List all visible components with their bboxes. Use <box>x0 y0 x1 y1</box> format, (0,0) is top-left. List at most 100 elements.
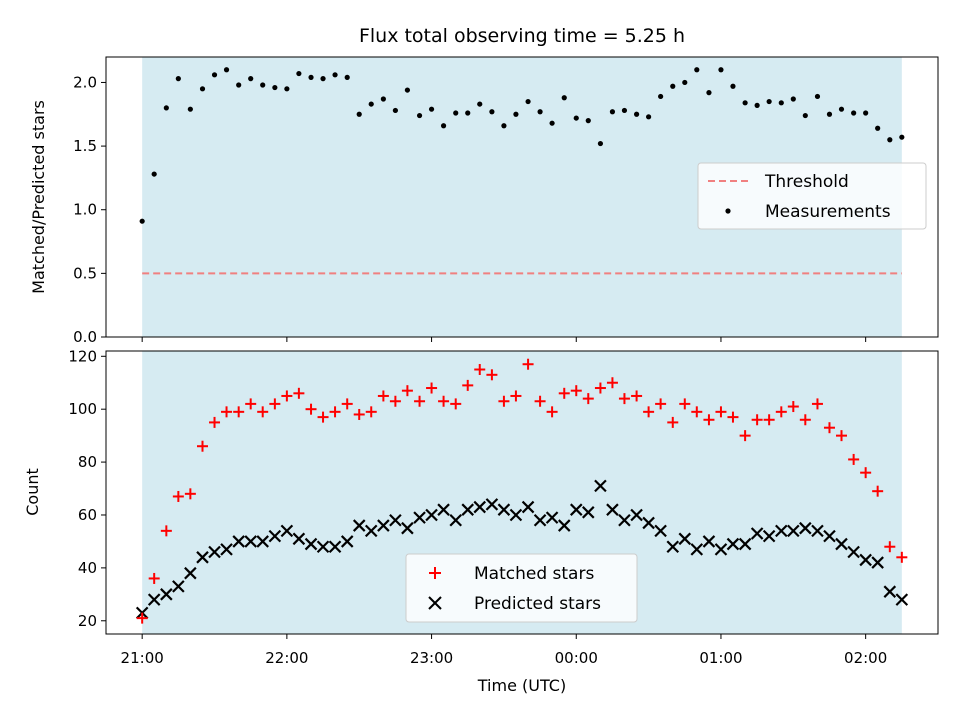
predicted-star-point <box>581 506 595 519</box>
matched-star-point <box>377 390 389 402</box>
predicted-star-point <box>160 588 173 601</box>
ratio-y-tick-label: 0.5 <box>73 264 97 282</box>
matched-star-point <box>775 406 787 418</box>
predicted-star-point <box>292 532 306 546</box>
predicted-star-point <box>678 532 692 546</box>
predicted-star-point <box>799 521 812 535</box>
ratio-y-tick-label: 0.0 <box>73 328 97 346</box>
measurement-point <box>465 110 471 116</box>
count-y-tick-label: 60 <box>78 506 97 524</box>
matched-star-point <box>317 411 329 423</box>
predicted-star-point <box>642 516 655 530</box>
matched-star-point <box>209 416 221 428</box>
legend-measurements-swatch <box>725 208 731 214</box>
matched-star-point <box>184 488 196 500</box>
measurement-point <box>392 107 398 114</box>
matched-star-point <box>148 572 160 584</box>
predicted-star-point <box>630 508 643 522</box>
predicted-star-point <box>461 503 475 516</box>
measurement-point <box>332 72 338 78</box>
ratio-y-tick-label: 2.0 <box>73 73 97 91</box>
matched-star-point <box>751 414 763 426</box>
measurement-point <box>284 86 290 92</box>
predicted-star-point <box>787 524 800 538</box>
matched-star-point <box>522 358 534 370</box>
count-y-tick-label: 80 <box>78 453 97 471</box>
measurement-point <box>525 98 531 105</box>
measurement-point <box>513 111 519 117</box>
predicted-star-point <box>738 537 752 551</box>
measurement-point <box>489 109 495 115</box>
measurement-point <box>272 84 278 91</box>
predicted-star-point <box>316 540 330 553</box>
legend-measurements-label: Measurements <box>765 202 891 222</box>
measurement-point <box>826 111 833 117</box>
matched-star-point <box>498 395 510 407</box>
measurement-point <box>223 67 230 73</box>
matched-star-point <box>884 541 896 553</box>
matched-star-point <box>896 551 908 563</box>
predicted-star-point <box>340 535 354 548</box>
predicted-star-point <box>220 543 233 556</box>
ratio-y-tick-label: 1.5 <box>73 137 97 155</box>
measurement-point <box>356 111 362 117</box>
measurement-point <box>501 123 507 129</box>
measurement-point <box>718 67 724 73</box>
matched-star-point <box>136 612 148 624</box>
matched-star-point <box>510 390 522 402</box>
predicted-star-point <box>545 511 559 524</box>
predicted-star-point <box>509 508 523 522</box>
matched-star-point <box>293 387 305 399</box>
measurement-point <box>790 96 796 102</box>
predicted-star-point <box>256 535 269 548</box>
predicted-star-point <box>702 535 716 548</box>
measurement-point <box>863 110 869 116</box>
matched-star-point <box>389 395 401 407</box>
matched-star-point <box>691 406 703 418</box>
predicted-star-point <box>328 540 342 553</box>
matched-star-point <box>281 390 293 402</box>
matched-star-point <box>221 406 233 418</box>
ratio-panel: 0.00.51.01.52.0 Matched/Predicted stars … <box>29 56 939 346</box>
matched-star-point <box>486 369 498 381</box>
measurement-point <box>549 120 555 126</box>
measurement-point <box>175 76 181 82</box>
matched-star-point <box>860 467 872 479</box>
predicted-star-point <box>364 524 378 538</box>
predicted-star-point <box>437 503 450 516</box>
measurement-point <box>802 112 808 119</box>
measurement-point <box>838 106 845 112</box>
matched-star-point <box>257 406 269 418</box>
measurement-point <box>670 83 676 89</box>
predicted-star-point <box>401 521 414 535</box>
x-tick-label: 01:00 <box>699 649 742 667</box>
predicted-star-point <box>895 593 909 606</box>
matched-star-point <box>667 416 679 428</box>
predicted-star-point <box>557 519 571 532</box>
matched-star-point <box>582 393 594 405</box>
measurement-point <box>404 87 411 93</box>
predicted-star-point <box>811 524 824 538</box>
predicted-star-point <box>521 500 535 514</box>
predicted-star-point <box>775 524 788 538</box>
matched-star-point <box>594 382 606 394</box>
predicted-star-point <box>473 500 487 514</box>
measurement-point <box>440 123 447 129</box>
matched-star-point <box>570 385 582 397</box>
measurement-point <box>416 112 423 119</box>
matched-star-point <box>160 525 172 537</box>
predicted-star-point <box>569 503 583 516</box>
predicted-star-point <box>726 537 740 551</box>
ratio-y-axis-label: Matched/Predicted stars <box>29 100 48 294</box>
measurement-point <box>899 134 905 140</box>
x-tick-label: 21:00 <box>121 649 164 667</box>
predicted-star-point <box>847 545 860 559</box>
chart-title: Flux total observing time = 5.25 h <box>359 25 685 47</box>
measurement-point <box>597 140 604 147</box>
measurement-point <box>248 76 254 82</box>
matched-star-point <box>172 490 184 502</box>
x-tick-label: 23:00 <box>410 649 453 667</box>
matched-star-point <box>558 387 570 399</box>
measurement-point <box>875 125 881 131</box>
count-y-tick-label: 40 <box>78 559 97 577</box>
